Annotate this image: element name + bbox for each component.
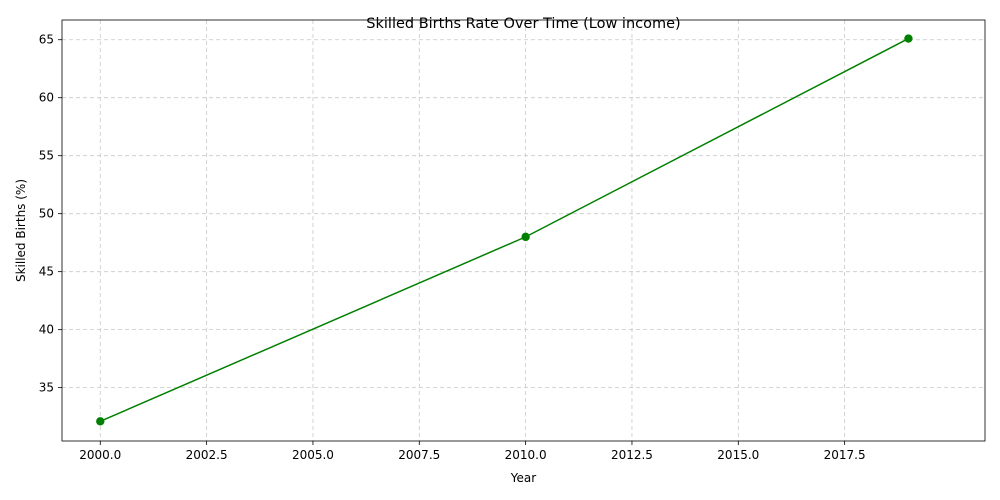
x-tick-label: 2017.5 [824, 448, 866, 462]
y-tick-label: 60 [39, 91, 54, 105]
chart-title: Skilled Births Rate Over Time (Low incom… [366, 16, 680, 32]
data-point [904, 34, 913, 43]
x-tick-label: 2007.5 [398, 448, 440, 462]
y-tick-label: 35 [39, 381, 54, 395]
x-tick-label: 2010.0 [505, 448, 547, 462]
x-tick-label: 2015.0 [717, 448, 759, 462]
x-tick-label: 2005.0 [292, 448, 334, 462]
grid [62, 20, 985, 441]
y-tick-label: 40 [39, 323, 54, 337]
data-point [96, 417, 105, 426]
y-tick-label: 55 [39, 149, 54, 163]
y-tick-label: 65 [39, 33, 54, 47]
x-axis-ticks: 2000.0 2002.5 2005.0 2007.5 2010.0 2012.5 2015… [79, 441, 866, 462]
y-tick-label: 50 [39, 207, 54, 221]
x-tick-label: 2012.5 [611, 448, 653, 462]
plot-frame [61, 19, 986, 442]
series-layer [96, 34, 913, 426]
data-point [521, 232, 530, 242]
x-tick-label: 2002.5 [186, 448, 228, 462]
y-axis-label: Skilled Births (%) [14, 179, 28, 282]
x-tick-label: 2000.0 [79, 448, 121, 462]
x-axis-label: Year [510, 471, 536, 485]
y-tick-label: 45 [39, 265, 54, 279]
y-axis-ticks: 35 40 45 50 55 60 65 [39, 33, 62, 395]
